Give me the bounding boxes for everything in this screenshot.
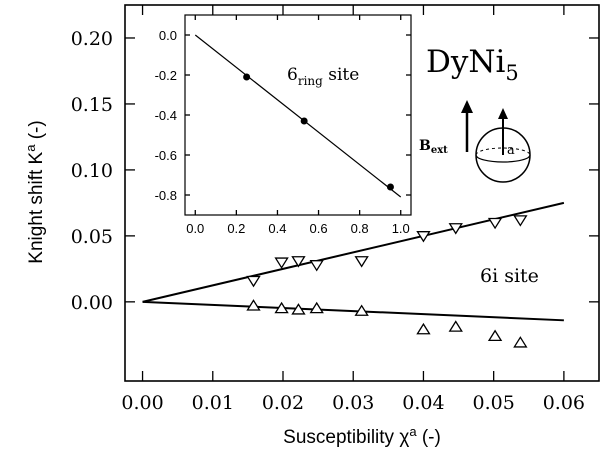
up-triangle-point (246, 299, 261, 311)
y-tick-label: 0.15 (71, 94, 113, 116)
down-triangle-point (448, 223, 463, 235)
down-triangle-point (309, 260, 324, 272)
x-tick-label: 0.6 (310, 221, 328, 236)
x-tick-label: 0.8 (351, 221, 369, 236)
fit-line-1 (142, 300, 564, 322)
main-plot-frame (124, 4, 600, 382)
x-tick-label: 0.4 (268, 221, 286, 236)
up-triangle-point (274, 301, 289, 314)
x-tick-label: 0.03 (332, 392, 374, 414)
y-tick-label: -0.2 (155, 68, 177, 83)
y-tick-label: 0.0 (159, 28, 177, 43)
data-point (300, 117, 308, 125)
up-triangle-point (416, 322, 431, 335)
y-tick-label: -0.6 (155, 148, 177, 163)
y-tick-label: 0.05 (71, 226, 113, 248)
field-arrow-head (461, 100, 473, 113)
x-axis-title: Susceptibility χa (-) (283, 424, 441, 448)
y-tick-label: 0.10 (71, 160, 113, 182)
up-triangle-point (309, 301, 324, 314)
field-label: Bext (419, 138, 448, 156)
crystal-axis-label: a (507, 143, 515, 158)
down-triangle-point (513, 215, 528, 227)
x-tick-label: 0.06 (543, 392, 585, 414)
fit-line-0 (142, 201, 565, 303)
up-triangle-point (291, 303, 306, 315)
up-triangle-point (448, 320, 463, 332)
y-tick-label: -0.4 (155, 108, 177, 123)
x-tick-label: 0.02 (262, 392, 304, 414)
inset-plot-frame (184, 14, 412, 216)
down-triangle-point (246, 275, 261, 288)
x-tick-label: 0.05 (473, 392, 515, 414)
site-ring-label: 6ring site (287, 65, 359, 88)
x-tick-label: 0.01 (192, 392, 234, 414)
main-data-markers (246, 215, 528, 348)
main-axis-ticks: 0.00 0.01 0.02 0.03 0.04 0.05 0.06 0.00 0.05 0.10… (71, 5, 599, 414)
x-tick-label: 1.0 (392, 221, 410, 236)
x-tick-label: 0.2 (227, 221, 245, 236)
site-6i-label: 6i site (480, 265, 539, 287)
x-tick-label: 0.04 (402, 392, 444, 414)
up-triangle-point (487, 329, 503, 341)
y-axis-title: Knight shift Ka (-) (23, 120, 47, 263)
data-point (386, 183, 394, 191)
inset-data-markers (243, 73, 394, 191)
down-triangle-point (416, 231, 431, 243)
data-point (243, 73, 251, 81)
x-tick-label: 0.0 (186, 221, 204, 236)
inset-axis-ticks: 0.0 0.2 0.4 0.6 0.8 1.0 0.0 -0.2 -0.4 -0.6 -0.8 (155, 15, 411, 236)
down-triangle-point (291, 256, 306, 268)
up-triangle-point (513, 336, 528, 348)
fit-line-0 (194, 34, 402, 198)
up-triangle-point (354, 304, 369, 316)
y-tick-label: 0.00 (71, 292, 113, 314)
x-tick-label: 0.00 (121, 392, 163, 414)
sphere-diagram: a (475, 108, 531, 183)
inset-fit-line (194, 34, 402, 198)
compound-label: DyNi5 (426, 44, 519, 85)
down-triangle-point (487, 217, 503, 230)
down-triangle-point (274, 257, 289, 269)
y-tick-label: -0.8 (155, 188, 177, 203)
down-triangle-point (354, 256, 369, 268)
y-tick-label: 0.20 (71, 28, 113, 50)
